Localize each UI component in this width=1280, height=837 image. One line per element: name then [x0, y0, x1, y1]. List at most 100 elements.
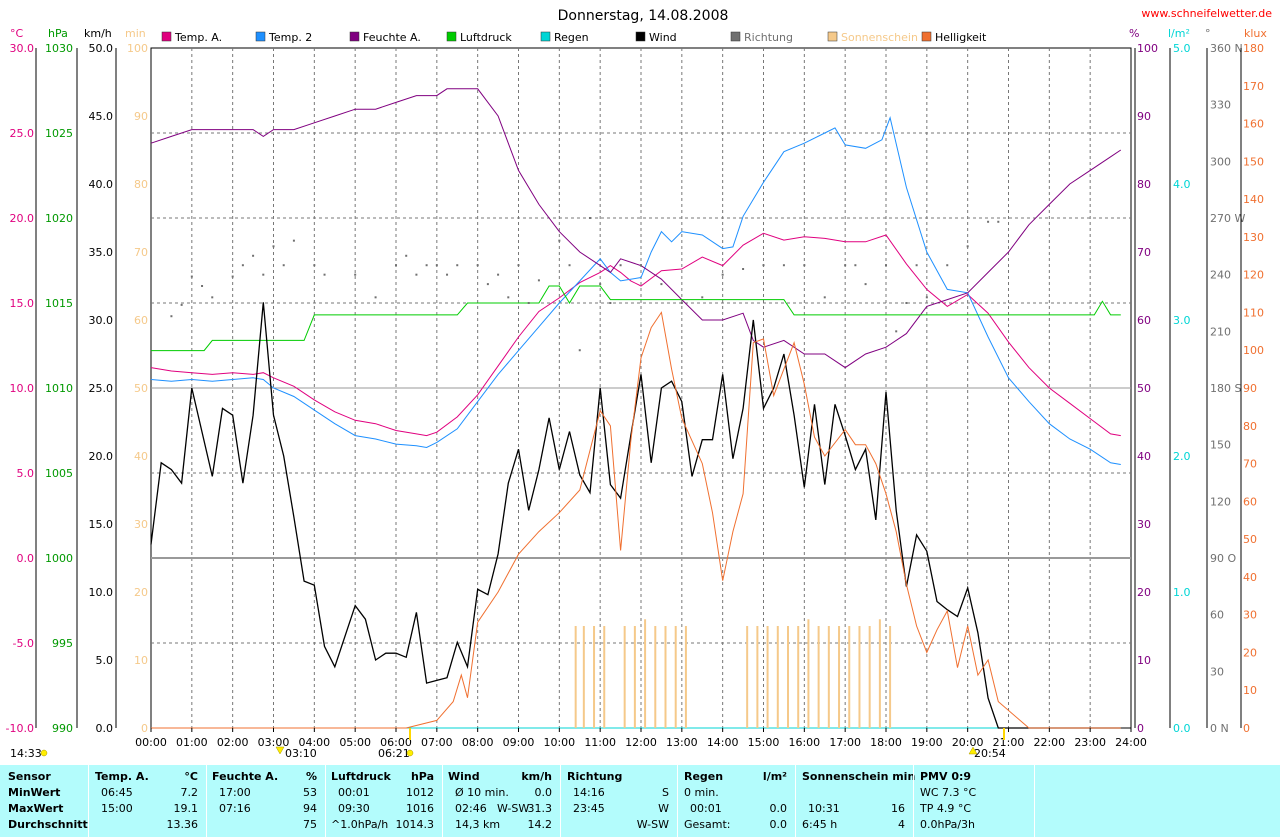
light-axis-tick: 20 [1243, 646, 1257, 659]
light-axis-tick: 80 [1243, 420, 1257, 433]
series-line-temp_a [150, 232, 1121, 437]
temp-max-time: 15:00 [101, 802, 133, 815]
direction-dot [170, 315, 173, 318]
col-unit-wind: km/h [521, 770, 552, 783]
x-tick-label: 08:00 [462, 736, 494, 749]
sun-axis-tick: 80 [134, 178, 148, 191]
sun-axis-tick: 20 [134, 586, 148, 599]
chart-title: Donnerstag, 14.08.2008 [558, 8, 729, 24]
druck-avg-value: 1014.3 [395, 818, 435, 831]
direction-axis-tick: 210 [1210, 325, 1231, 338]
x-tick-label: 21:00 [993, 736, 1025, 749]
temp-axis-tick: 15.0 [10, 297, 35, 310]
regen-total-value: 0.0 [769, 818, 788, 831]
x-tick-label: 24:00 [1115, 736, 1147, 749]
moon-rise-label: 20:54 [974, 747, 1006, 760]
moon-set-label: 03:10 [285, 747, 317, 760]
legend-label-helligkeit: Helligkeit [935, 31, 987, 44]
direction-axis-tick: 360 N [1210, 42, 1243, 55]
direction-dot [915, 264, 918, 267]
direction-dot [517, 264, 520, 267]
x-tick-label: 22:00 [1033, 736, 1065, 749]
direction-dot [425, 264, 428, 267]
summary-col-temp: Temp. A. °C 06:45 7.2 15:00 19.1 13.36 [89, 765, 206, 837]
sun-icon [40, 749, 48, 757]
sun-axis-tick: 0 [141, 722, 148, 735]
unit-humidity: % [1129, 27, 1139, 40]
x-tick-label: 19:00 [911, 736, 943, 749]
sun-axis-tick: 70 [134, 246, 148, 259]
direction-dot [241, 264, 244, 267]
direction-dot [405, 254, 408, 257]
sonne-total: 6:45 h [802, 818, 838, 831]
direction-dot [588, 217, 591, 219]
direction-axis-tick: 120 [1210, 495, 1231, 508]
x-tick-label: 18:00 [870, 736, 902, 749]
direction-dot [609, 302, 612, 304]
x-tick-label: 04:00 [298, 736, 330, 749]
col-unit-feuchte: % [305, 770, 317, 783]
website-link[interactable]: www.schneifelwetter.de [1141, 7, 1272, 20]
direction-dot [190, 275, 193, 278]
summary-col-wind: Wind km/h Ø 10 min. 0.0 02:46 W-SW 31.3 14,3… [443, 765, 560, 837]
x-tick-label: 10:00 [543, 736, 575, 749]
row-label-maxwert: MaxWert [8, 802, 64, 815]
direction-dot [292, 239, 295, 242]
direction-dot [456, 264, 459, 267]
wind-distance: 14,3 km [455, 818, 501, 831]
direction-dot [844, 264, 847, 267]
wind-axis-tick: 15.0 [89, 518, 114, 531]
wind-axis-tick: 25.0 [89, 382, 114, 395]
humidity-axis-tick: 20 [1137, 586, 1151, 599]
direction-dot [905, 302, 908, 304]
chart-grid [151, 48, 1131, 728]
legend-swatch-helligkeit [921, 31, 932, 42]
col-unit-luftdruck: hPa [410, 770, 434, 783]
direction-dot [282, 264, 285, 267]
summary-col-luftdruck: Luftdruck hPa 00:01 1012 09:30 1016 ^1.0hPa… [326, 765, 442, 837]
weather-chart: Donnerstag, 14.08.2008 www.schneifelwett… [6, 7, 1273, 760]
light-axis-tick: 90 [1243, 382, 1257, 395]
x-tick-label: 06:00 [380, 736, 412, 749]
x-tick-label: 15:00 [748, 736, 780, 749]
direction-dot [558, 239, 561, 242]
direction-axis-tick: 180 S [1210, 382, 1241, 395]
wind-max-value: 31.3 [527, 802, 553, 815]
direction-dot [446, 273, 449, 276]
richtung-max-time: 23:45 [573, 802, 605, 815]
direction-dot [537, 279, 540, 282]
regen-duration: 0 min. [684, 786, 719, 799]
x-tick-label: 16:00 [788, 736, 820, 749]
direction-dot [497, 273, 500, 276]
x-tick-label: 20:00 [952, 736, 984, 749]
light-axis-tick: 70 [1243, 458, 1257, 471]
sunrise-label: 06:21 [378, 747, 410, 760]
richtung-min-time: 14:16 [573, 786, 605, 799]
direction-dot [211, 296, 214, 299]
direction-dot [987, 220, 990, 223]
direction-dot [823, 296, 826, 299]
druck-max-time: 09:30 [338, 802, 370, 815]
light-axis-tick: 110 [1243, 306, 1264, 319]
summary-panel: Sensor MinWert MaxWert Durchschnitt Temp… [0, 765, 1280, 837]
temp-max-value: 19.1 [173, 802, 199, 815]
wind-min-time: Ø 10 min. [455, 786, 509, 799]
feuchte-min-value: 53 [303, 786, 317, 799]
pressure-axis-tick: 995 [52, 637, 73, 650]
direction-dot [486, 283, 489, 286]
sun-axis-tick: 100 [127, 42, 148, 55]
temp-axis-tick: 10.0 [10, 382, 35, 395]
chart-axes: 30.025.020.015.010.05.00.0-5.0-10.010301… [6, 42, 1264, 735]
col-title-temp: Temp. A. [95, 770, 149, 783]
wind-axis-tick: 10.0 [89, 586, 114, 599]
direction-dot [476, 264, 479, 267]
direction-dot [640, 264, 642, 267]
pressure-axis-tick: 1020 [45, 212, 73, 225]
pressure-axis-tick: 1005 [45, 467, 73, 480]
druck-min-time: 00:01 [338, 786, 370, 799]
light-axis-tick: 180 [1243, 42, 1264, 55]
direction-dot [323, 273, 326, 276]
richtung-max-value: W [658, 802, 669, 815]
humidity-axis-tick: 40 [1137, 450, 1151, 463]
humidity-axis-tick: 50 [1137, 382, 1151, 395]
